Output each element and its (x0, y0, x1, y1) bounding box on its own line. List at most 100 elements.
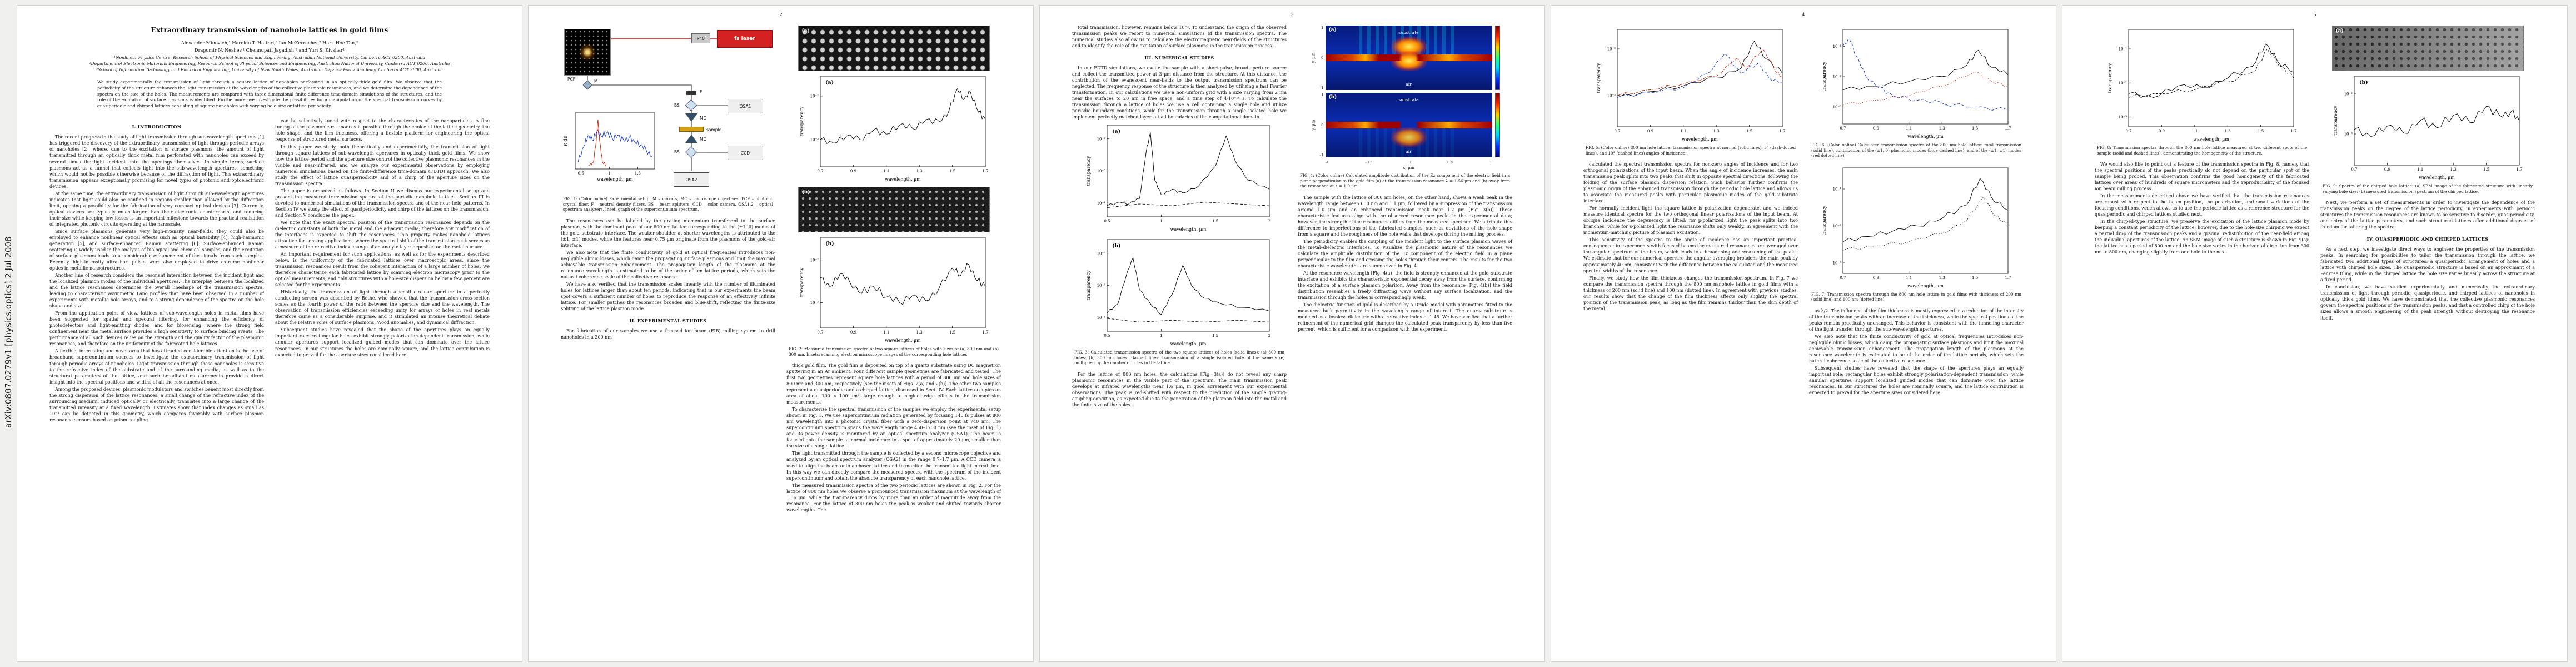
body-paragraph: Finally, we study how the film thickness… (1583, 275, 1798, 311)
svg-text:(a): (a) (825, 79, 834, 86)
svg-text:1.7: 1.7 (2005, 276, 2011, 280)
figure-2-caption: FIG. 2: Measured transmission spectra of… (789, 346, 999, 357)
svg-text:1.1: 1.1 (1906, 276, 1912, 280)
svg-text:transparency: transparency (1086, 271, 1091, 301)
svg-text:0.9: 0.9 (850, 330, 856, 335)
filter-icon (686, 91, 696, 95)
svg-text:1.5: 1.5 (1212, 219, 1218, 223)
page-number: 4 (1802, 12, 1805, 17)
page-1: Extraordinary transmission of nanohole l… (17, 5, 522, 662)
svg-text:10⁻²: 10⁻² (810, 258, 819, 262)
body-paragraph: The resonances can be labeled by the gra… (561, 218, 775, 248)
angle-dependence-plot: 0.7 0.9 1.1 1.3 1.5 1.7 10⁻² 10⁻³ wavelength, µm… (1595, 26, 1787, 142)
svg-text:1.5: 1.5 (1212, 334, 1218, 338)
figure-4: y, µm 1 0 -1 (a) substrate air (1298, 26, 1512, 189)
body-paragraph: can be selectively tuned with respect to… (275, 118, 490, 142)
figure-7-caption: FIG. 7: Transmission spectra through the… (1811, 291, 2021, 302)
paragraph-list: Next, we perform a set of measurements i… (2320, 200, 2535, 230)
svg-text:10⁻²: 10⁻² (1097, 137, 1106, 142)
gold-film-layer (1325, 54, 1492, 61)
paragraph-list: calculated the spectral transmission spe… (1583, 161, 1798, 312)
page3-col-left: total transmission, however, remains bel… (1072, 24, 1287, 647)
sem-image-800nm: (a) (798, 26, 990, 71)
paragraph-list: We would also like to point out a featur… (2095, 161, 2309, 255)
panel-label-b: (b) (1328, 94, 1337, 100)
body-paragraph: Subsequent studies have revealed that th… (275, 327, 490, 357)
svg-text:10⁻²: 10⁻² (1832, 224, 1841, 228)
svg-text:10⁻⁴: 10⁻⁴ (1097, 316, 1106, 320)
sem-image-300nm: (b) (798, 187, 990, 232)
page-number: 5 (2313, 12, 2316, 17)
svg-text:0.7: 0.7 (2125, 129, 2131, 133)
svg-text:0.9: 0.9 (1872, 126, 1879, 131)
panel-label-a: (a) (2335, 28, 2344, 34)
svg-text:transparency: transparency (2333, 106, 2338, 136)
body-paragraph: An important requirement for such applic… (275, 252, 490, 288)
substrate-label: substrate (1398, 97, 1419, 102)
y-axis-label: y, µm (1311, 120, 1316, 131)
paragraph-list: as λ/2. The influence of the film thickn… (1809, 308, 2024, 396)
body-paragraph: From the application point of view, latt… (49, 311, 264, 347)
svg-text:10⁻²: 10⁻² (2118, 81, 2127, 86)
figure-6-caption: FIG. 6: (Color online) Calculated transm… (1811, 142, 2021, 158)
figure-7: 0.7 0.9 1.1 1.3 1.5 1.7 10⁻¹ 10⁻² 10⁻³ wavelength… (1809, 163, 2024, 302)
gold-film-layer (1325, 122, 1492, 128)
objective-icon (685, 135, 697, 143)
page-5: 5 0.7 0.9 1.1 1.3 1.5 1.7 10⁻¹ 10⁻² 10⁻³ waveleng… (2062, 5, 2568, 662)
svg-text:10⁻³: 10⁻³ (2118, 115, 2127, 120)
field-map-panel-b: (b) substrate air (1325, 93, 1492, 157)
page1-col-right: can be selectively tuned with respect to… (275, 118, 490, 647)
body-paragraph: We would also like to point out a featur… (2095, 162, 2309, 192)
svg-text:1.3: 1.3 (916, 330, 922, 335)
objective-x40-box: x40 (691, 33, 710, 43)
svg-text:1.5: 1.5 (1972, 126, 1978, 131)
sample-icon (679, 127, 704, 132)
svg-text:10⁻²: 10⁻² (2344, 92, 2353, 97)
svg-text:10⁻²: 10⁻² (810, 94, 819, 98)
svg-text:(b): (b) (2359, 79, 2368, 86)
svg-text:10⁻²: 10⁻² (1097, 252, 1106, 256)
osa1-box: OSA1 (728, 99, 763, 113)
body-paragraph: The recent progress in the study of ligh… (49, 135, 264, 189)
field-map-figure: y, µm 1 0 -1 (a) substrate air (1311, 26, 1500, 170)
svg-text:(b): (b) (1112, 243, 1121, 249)
svg-text:1: 1 (1160, 334, 1162, 338)
body-paragraph: In the chirped-type structure, we preser… (2095, 219, 2309, 255)
paragraph-list: As a next step, we investigate direct wa… (2320, 246, 2535, 321)
figure-3: 0.5 1 1.5 2 10⁻² 10⁻³ 10⁻⁴ wavelength, µm transp… (1072, 121, 1287, 366)
svg-text:0.7: 0.7 (817, 330, 823, 335)
svg-text:1.3: 1.3 (1713, 129, 1719, 133)
svg-text:1.5: 1.5 (635, 171, 641, 176)
paragraph-list: The resonances can be labeled by the gra… (561, 218, 775, 312)
paper-header: Extraordinary transmission of nanohole l… (49, 24, 490, 118)
svg-text:1.3: 1.3 (2450, 167, 2456, 172)
svg-text:1: 1 (608, 171, 610, 176)
svg-text:1.5: 1.5 (1746, 129, 1752, 133)
thickness-comparison-plot: 0.7 0.9 1.1 1.3 1.5 1.7 10⁻¹ 10⁻² 10⁻³ wavelength… (1820, 163, 2012, 289)
figure-1: PCF fs laser x40 M F BS MO (561, 26, 775, 212)
svg-text:1.7: 1.7 (2290, 129, 2296, 133)
svg-text:0.9: 0.9 (1872, 276, 1879, 280)
mode-contribution-plot: 0.7 0.9 1.1 1.3 1.5 1.7 10⁻¹ 10⁻² 10⁻³ wavelength… (1820, 26, 2012, 140)
body-paragraph: The periodicity enables the coupling of … (1298, 238, 1512, 268)
filter-label: F (700, 89, 702, 94)
page-number: 3 (1291, 12, 1294, 17)
affiliation: ³School of Information Technology and El… (96, 67, 443, 73)
authors-line-2: Dragomir N. Neshev,¹ Chennupati Jagadish… (194, 47, 345, 53)
affiliation: ²Department of Electronic Materials Engi… (89, 61, 450, 67)
svg-text:0.7: 0.7 (2351, 167, 2357, 172)
paragraph-list: can be selectively tuned with respect to… (275, 118, 490, 357)
tick-label: 0 (1408, 160, 1411, 165)
svg-text:1.3: 1.3 (2224, 129, 2230, 133)
body-paragraph: Another line of research considers the r… (49, 273, 264, 309)
svg-text:10⁻³: 10⁻³ (1607, 94, 1616, 98)
ccd-box: CCD (728, 146, 763, 160)
page5-col-right: (a) 0.7 0.9 1.1 1.3 1.5 1.7 10⁻² 10⁻³ wavelength… (2320, 24, 2535, 647)
body-paragraph: The sample with the lattice of 300 nm ho… (1298, 195, 1512, 237)
svg-text:1: 1 (1160, 219, 1162, 223)
fs-laser-box: fs laser (717, 30, 773, 48)
body-paragraph: At the resonance wavelength [Fig. 4(a)] … (1298, 270, 1512, 300)
svg-text:0.5: 0.5 (1104, 334, 1110, 338)
svg-text:1.1: 1.1 (1906, 126, 1912, 131)
svg-text:10⁻³: 10⁻³ (810, 138, 819, 142)
